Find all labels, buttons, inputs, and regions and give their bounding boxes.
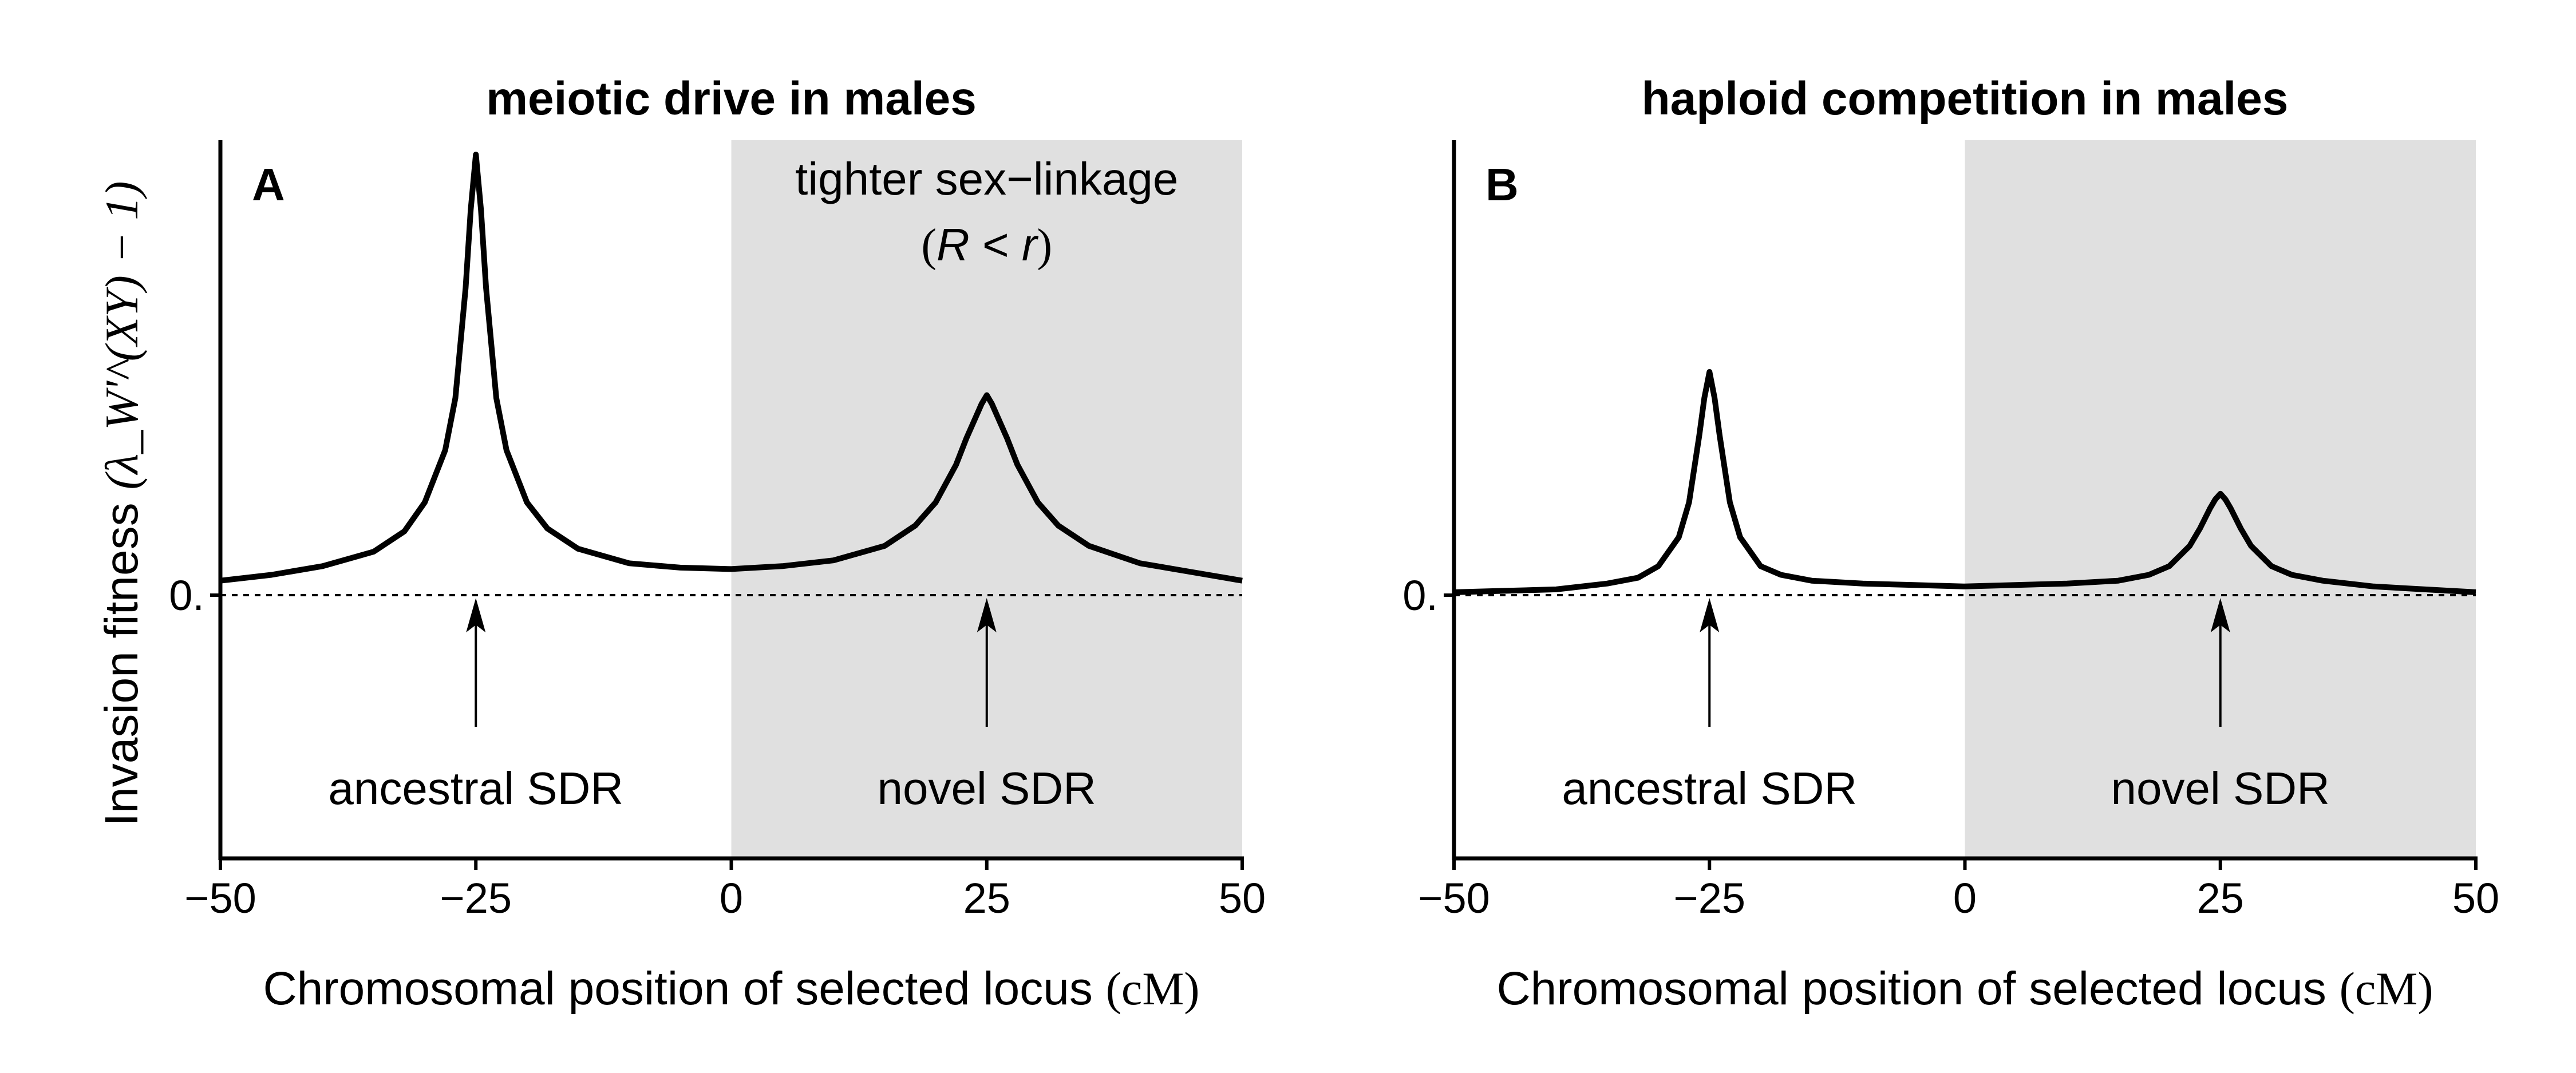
panel-a: 0. −50 −25 0 25 50 ancestral SDR novel SDR t… [96, 73, 1266, 1015]
novel-sdr-label-b: novel SDR [2111, 763, 2330, 814]
panel-b: 0. −50 −25 0 25 50 ancestral SDR novel SDR B… [1402, 73, 2499, 1015]
y-tick-label-zero: 0. [169, 572, 204, 619]
tighter-linkage-label: tighter sex−linkage [795, 153, 1178, 204]
r-condition-label: (R < r) [921, 219, 1052, 271]
novel-sdr-label: novel SDR [878, 763, 1096, 814]
ancestral-sdr-label: ancestral SDR [328, 763, 623, 814]
x-tick-label: −25 [440, 874, 512, 922]
x-tick-label: −50 [184, 874, 256, 922]
ancestral-sdr-arrow-b [1700, 598, 1720, 727]
x-tick-label: 50 [2452, 874, 2499, 922]
x-tick-label: 25 [963, 874, 1010, 922]
novel-sdr-arrow-b [2210, 598, 2230, 727]
x-tick-label: 0 [720, 874, 743, 922]
x-tick-label: −25 [1673, 874, 1745, 922]
tighter-linkage-shaded-region [731, 140, 1242, 858]
ancestral-sdr-label-b: ancestral SDR [1562, 763, 1857, 814]
x-tick-label: 0 [1953, 874, 1977, 922]
invasion-fitness-curve [220, 152, 1243, 584]
x-axis-label-b: Chromosomal position of selected locus (… [1496, 963, 2433, 1015]
novel-sdr-arrow [977, 598, 997, 727]
y-tick-label-zero-b: 0. [1402, 572, 1438, 619]
x-ticks-b: −50 −25 0 25 50 [1418, 858, 2499, 922]
panel-label-a: A [252, 159, 285, 210]
x-tick-label: −50 [1418, 874, 1490, 922]
x-tick-label: 25 [2197, 874, 2244, 922]
x-tick-label: 50 [1219, 874, 1266, 922]
panel-title-b: haploid competition in males [1642, 73, 2289, 125]
panel-label-b: B [1485, 159, 1519, 210]
invasion-fitness-curve-b [1453, 369, 2476, 595]
x-ticks: −50 −25 0 25 50 [184, 858, 1266, 922]
ancestral-sdr-arrow [466, 598, 486, 727]
y-axis-label: Invasion fitness (λ_W'^(XY) − 1) [96, 181, 148, 826]
panel-title-a: meiotic drive in males [486, 73, 977, 125]
shaded-region-b [1965, 140, 2476, 858]
x-axis-label-a: Chromosomal position of selected locus (… [263, 963, 1199, 1015]
